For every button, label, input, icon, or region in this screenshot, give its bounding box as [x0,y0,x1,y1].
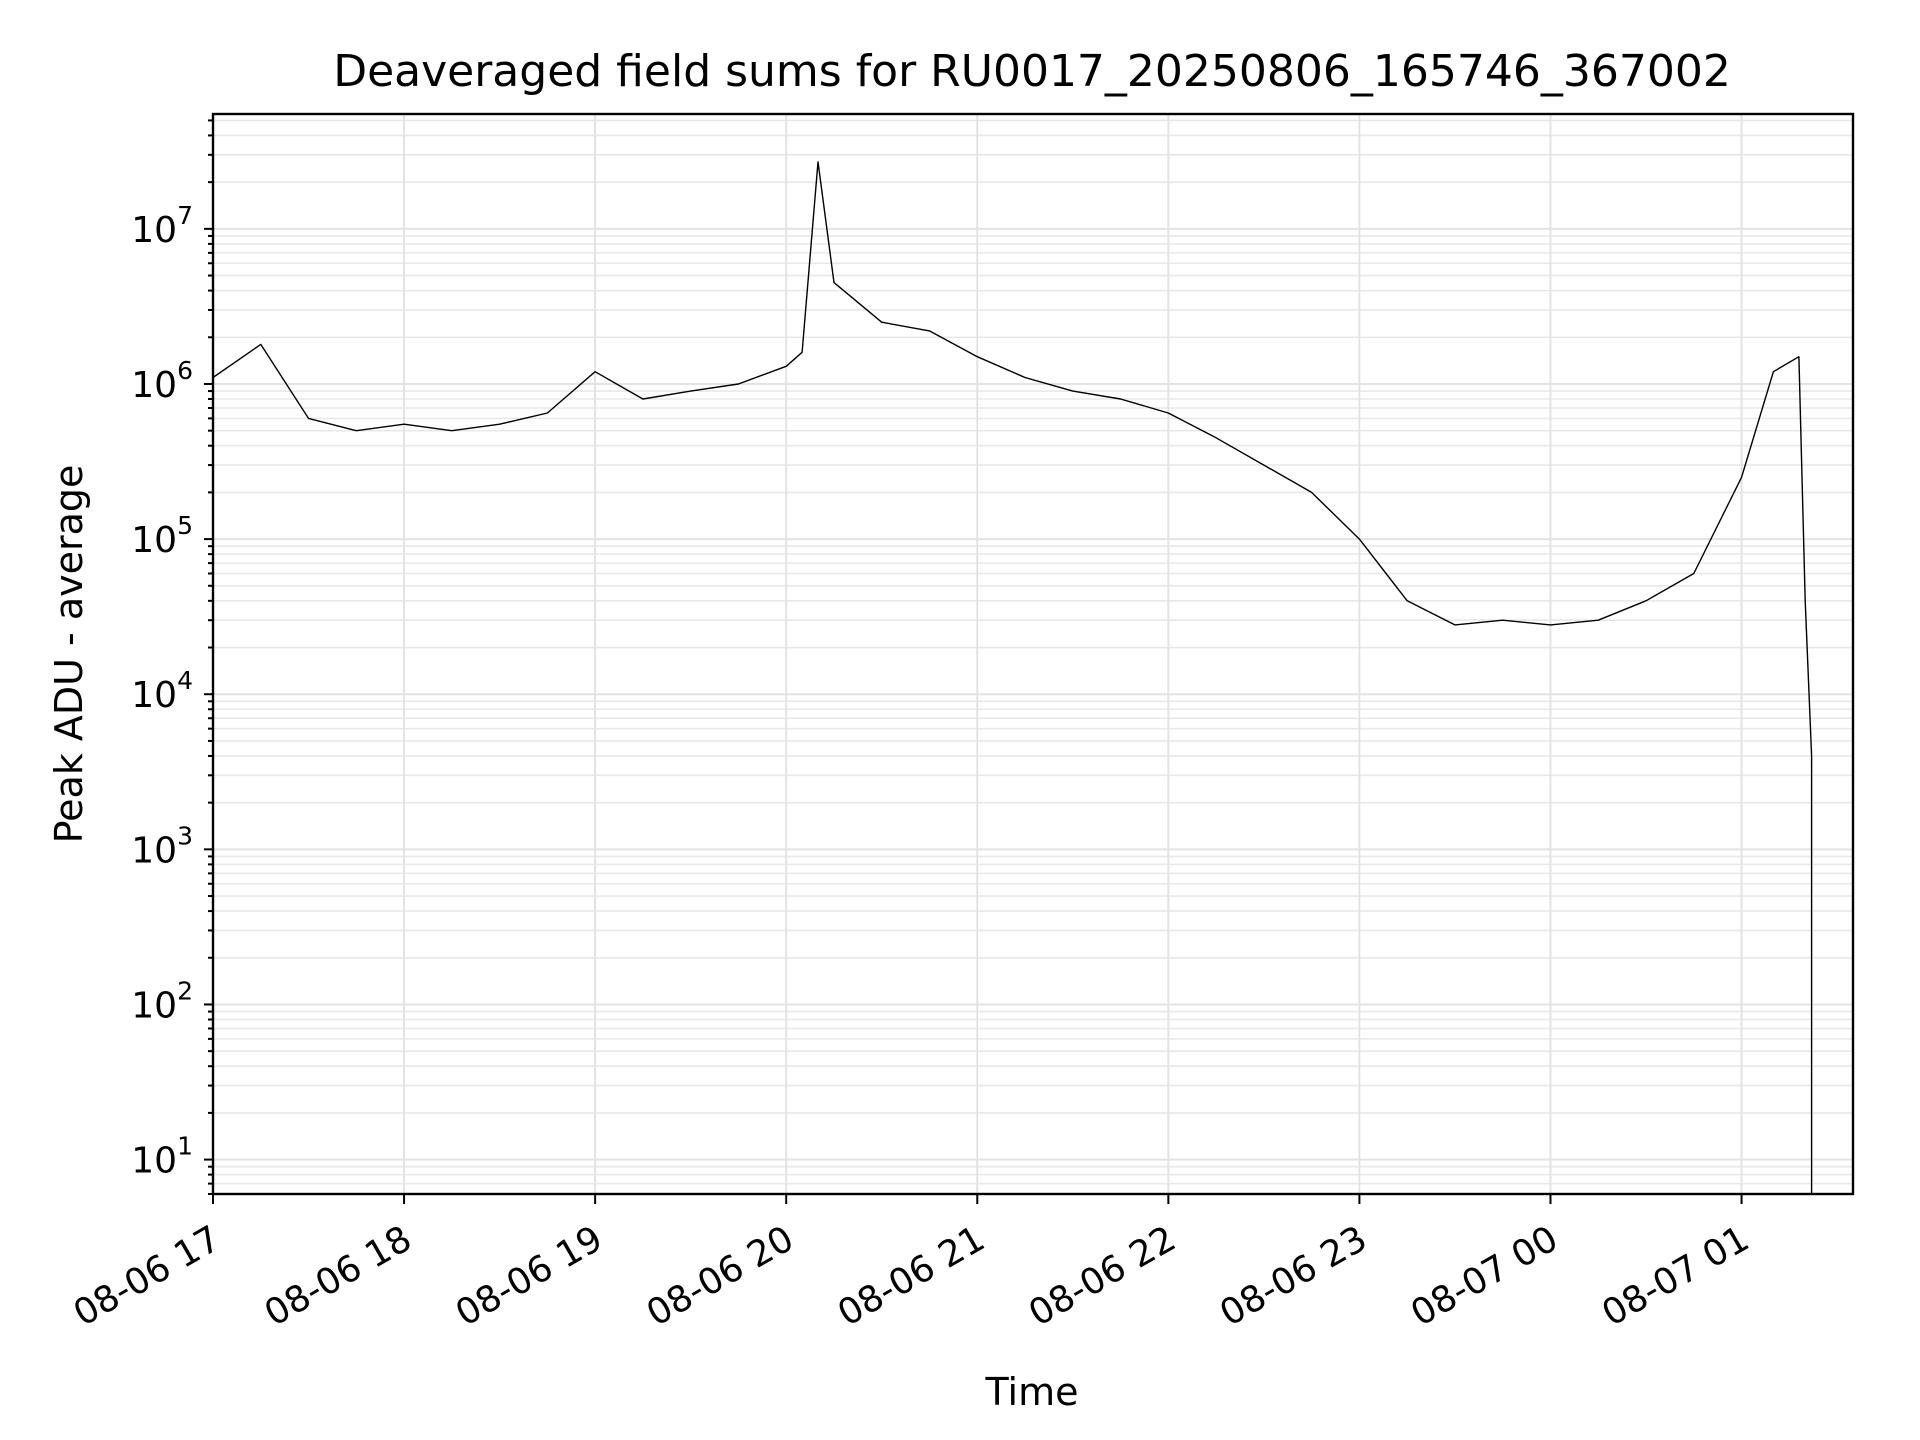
y-axis-label: Peak ADU - average [47,465,91,844]
grid [212,114,1853,1195]
y-tick-label: 102 [131,976,193,1026]
x-axis-label: Time [985,1370,1079,1414]
x-tick-label: 08-06 23 [1213,1218,1374,1334]
plot-frame [211,112,1855,1196]
x-tick-label: 08-06 19 [449,1218,610,1334]
y-tick-label: 101 [131,1132,193,1182]
series-line [212,161,1813,1194]
y-axis: 101 102 103 104 105 106 107 [131,119,213,1195]
y-tick-label: 107 [131,201,193,251]
y-tick-label: 104 [131,666,193,716]
x-tick-label: 08-07 01 [1595,1218,1756,1334]
chart-title: Deaveraged field sums for RU0017_2025080… [333,46,1731,97]
x-tick-label: 08-06 21 [831,1218,992,1334]
y-tick-label: 105 [131,511,193,561]
y-tick-label: 106 [131,356,193,406]
x-tick-label: 08-06 22 [1022,1218,1183,1334]
x-tick-label: 08-06 17 [67,1218,228,1334]
x-tick-label: 08-07 00 [1404,1218,1565,1334]
x-tick-label: 08-06 18 [258,1218,419,1334]
y-tick-label: 103 [131,821,193,871]
x-tick-label: 08-06 20 [640,1218,801,1334]
x-axis: 08-06 17 08-06 18 08-06 19 08-06 20 08-06 21… [67,1194,1756,1335]
